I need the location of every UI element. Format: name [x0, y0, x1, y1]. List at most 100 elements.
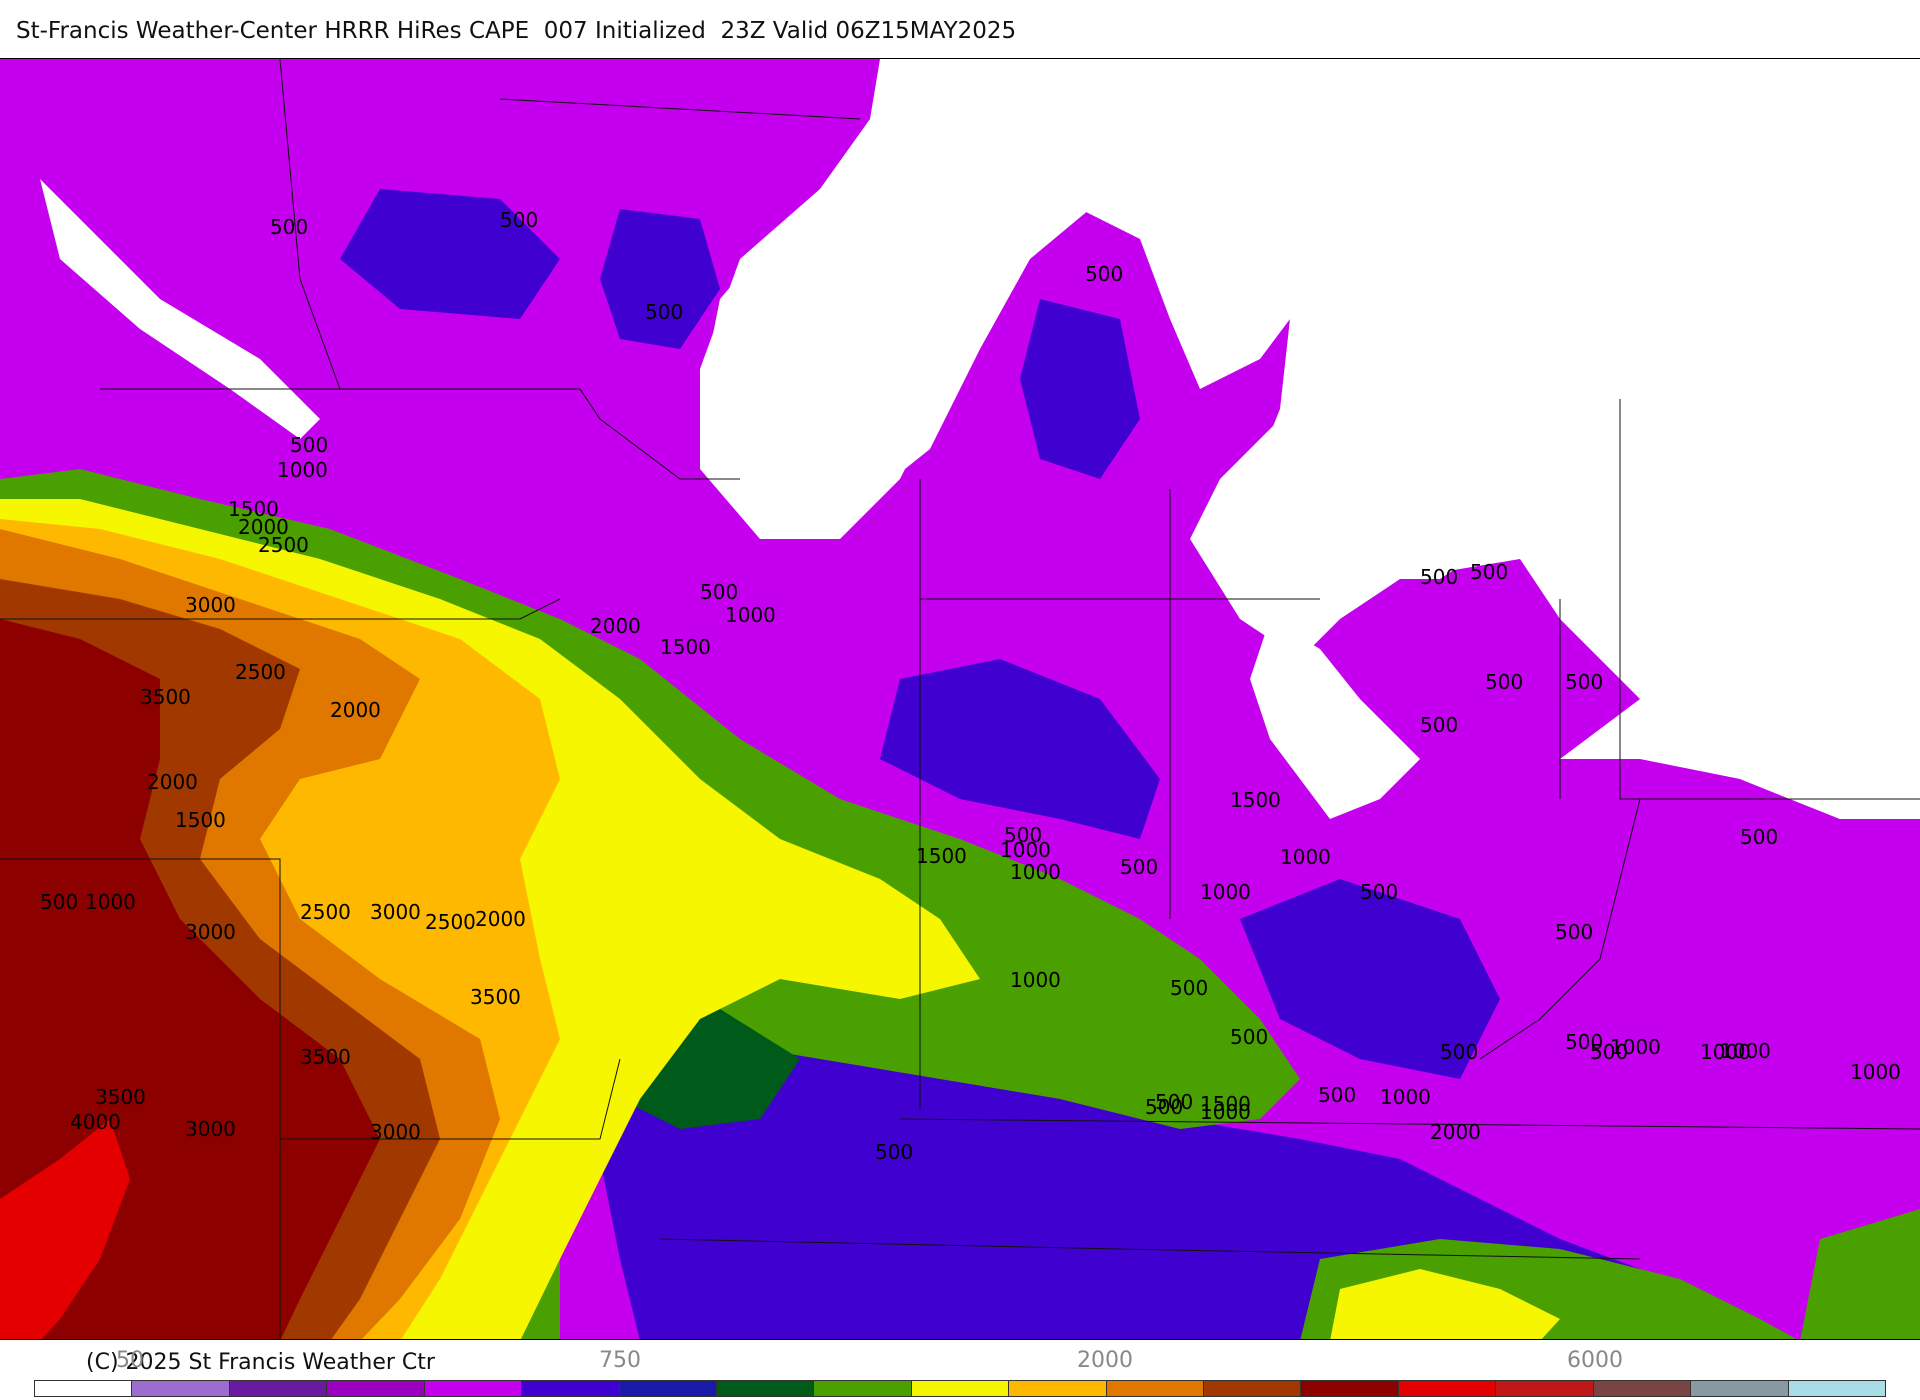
cape-field-none-michigan	[1250, 619, 1420, 819]
colorbar-segment	[424, 1381, 523, 1396]
border-line	[280, 1058, 621, 1140]
contour-label: 500	[1004, 823, 1042, 847]
colorbar	[34, 1380, 1886, 1397]
contour-label: 500	[1440, 1040, 1478, 1064]
contour-label: 1000	[1380, 1085, 1431, 1109]
contour-label: 500	[1230, 1025, 1268, 1049]
colorbar-tick-label: 2000	[1077, 1348, 1133, 1373]
contour-label: 500	[1145, 1095, 1183, 1119]
contour-label: 500	[1485, 670, 1523, 694]
contour-label: 500	[290, 433, 328, 457]
colorbar-segment	[1009, 1381, 1107, 1396]
contour-label: 3000	[370, 900, 421, 924]
colorbar-segment	[1301, 1381, 1399, 1396]
colorbar-tick-label: 750	[599, 1348, 641, 1373]
copyright-text: (C) 2025 St Francis Weather Ctr	[86, 1350, 435, 1375]
contour-label: 1500	[228, 497, 279, 521]
contour-label: 500	[1590, 1040, 1628, 1064]
contour-label: 1000	[277, 458, 328, 482]
map-title: St-Francis Weather-Center HRRR HiRes CAP…	[16, 18, 1017, 44]
colorbar-segment	[327, 1381, 425, 1396]
contour-labels: 500 5005005005001000150020002500300035002…	[40, 208, 1901, 1164]
colorbar-segment	[229, 1381, 328, 1396]
contour-label: 500	[645, 300, 683, 324]
cape-field-green-far-se	[1800, 1209, 1920, 1339]
contour-label: 3500	[140, 685, 191, 709]
contour-label: 500	[1740, 825, 1778, 849]
contour-label: 500	[1420, 565, 1458, 589]
contour-label: 500	[875, 1140, 913, 1164]
contour-label: 1000	[725, 603, 776, 627]
colorbar-segment	[716, 1381, 815, 1396]
cape-field-yellow-se	[1330, 1269, 1560, 1339]
footer: (C) 2025 St Francis Weather Ctr 50 750 200…	[0, 1340, 1920, 1400]
border-line	[1619, 399, 1920, 800]
colorbar-tick-label: 6000	[1567, 1348, 1623, 1373]
contour-label: 3500	[95, 1085, 146, 1109]
contour-label: 500	[1470, 560, 1508, 584]
contour-label: 500	[1360, 880, 1398, 904]
contour-label: 2500	[425, 910, 476, 934]
colorbar-segment	[814, 1381, 912, 1396]
contour-label: 2500	[235, 660, 286, 684]
cape-map[interactable]: 500 500 500 500 500 1000 1500 2000 2500 3000 3500 2…	[0, 58, 1920, 1340]
border-line	[279, 59, 341, 390]
contour-label: 2000	[1430, 1120, 1481, 1144]
contour-label: 1000	[1010, 968, 1061, 992]
contour-label: 3000	[370, 1120, 421, 1144]
title-bar: St-Francis Weather-Center HRRR HiRes CAP…	[0, 0, 1920, 58]
colorbar-segment	[619, 1381, 717, 1396]
contour-label: 2000	[475, 907, 526, 931]
cape-field-blue-north	[340, 189, 560, 319]
border-line	[100, 388, 740, 480]
contour-label: 1500	[1230, 788, 1281, 812]
state-borders	[0, 59, 1920, 1339]
colorbar-segment	[522, 1381, 620, 1396]
colorbar-segment	[132, 1381, 230, 1396]
cape-field-none-se	[1560, 679, 1920, 819]
colorbar-segment	[1691, 1381, 1789, 1396]
contour-label: 3000	[185, 1117, 236, 1141]
contour-label: 1000	[85, 890, 136, 914]
contour-label: 500	[1155, 1090, 1193, 1114]
contour-label: 2500	[300, 900, 351, 924]
contour-label: 2000	[238, 515, 289, 539]
contour-label: 500	[1565, 1030, 1603, 1054]
contour-label: 1500	[1200, 1092, 1251, 1116]
contour-label: 1500	[175, 808, 226, 832]
cape-field-blue-wisc	[1020, 299, 1140, 479]
contour-label: 2000	[147, 770, 198, 794]
contour-label: 500	[1318, 1083, 1356, 1107]
colorbar-segment	[911, 1381, 1010, 1396]
contour-label: 500	[500, 208, 538, 232]
border-line	[0, 598, 561, 620]
contour-label: 3000	[185, 920, 236, 944]
contour-label: 3500	[470, 985, 521, 1009]
cape-field-blue-ne	[880, 659, 1160, 839]
border-line	[0, 858, 281, 1339]
contour-label: 1000	[1010, 860, 1061, 884]
contour-label: 3500	[300, 1045, 351, 1069]
contour-label: 1000	[1850, 1060, 1901, 1084]
border-line	[659, 1238, 1641, 1260]
cape-field-blue-east	[1240, 879, 1500, 1079]
contour-label: 2000	[330, 698, 381, 722]
border-line	[499, 98, 861, 120]
colorbar-segment	[1593, 1381, 1692, 1396]
contour-label: 500	[1555, 920, 1593, 944]
border-line	[899, 1118, 1920, 1130]
contour-label: 1000	[1200, 1100, 1251, 1124]
contour-label: 1500	[660, 635, 711, 659]
contour-label: 500	[1170, 976, 1208, 1000]
contour-label: 500	[1085, 262, 1123, 286]
colorbar-segment	[1496, 1381, 1594, 1396]
cape-field-blue-minnesota	[600, 209, 720, 349]
contour-label: 500	[270, 215, 308, 239]
contour-label: 500	[1565, 670, 1603, 694]
contour-label: 2500	[258, 533, 309, 557]
contour-label: 1000	[1000, 838, 1051, 862]
contour-label: 2000	[590, 614, 641, 638]
cape-field-none-nw	[40, 179, 320, 439]
contour-label: 1000	[1280, 845, 1331, 869]
contour-label: 1000	[1720, 1039, 1771, 1063]
